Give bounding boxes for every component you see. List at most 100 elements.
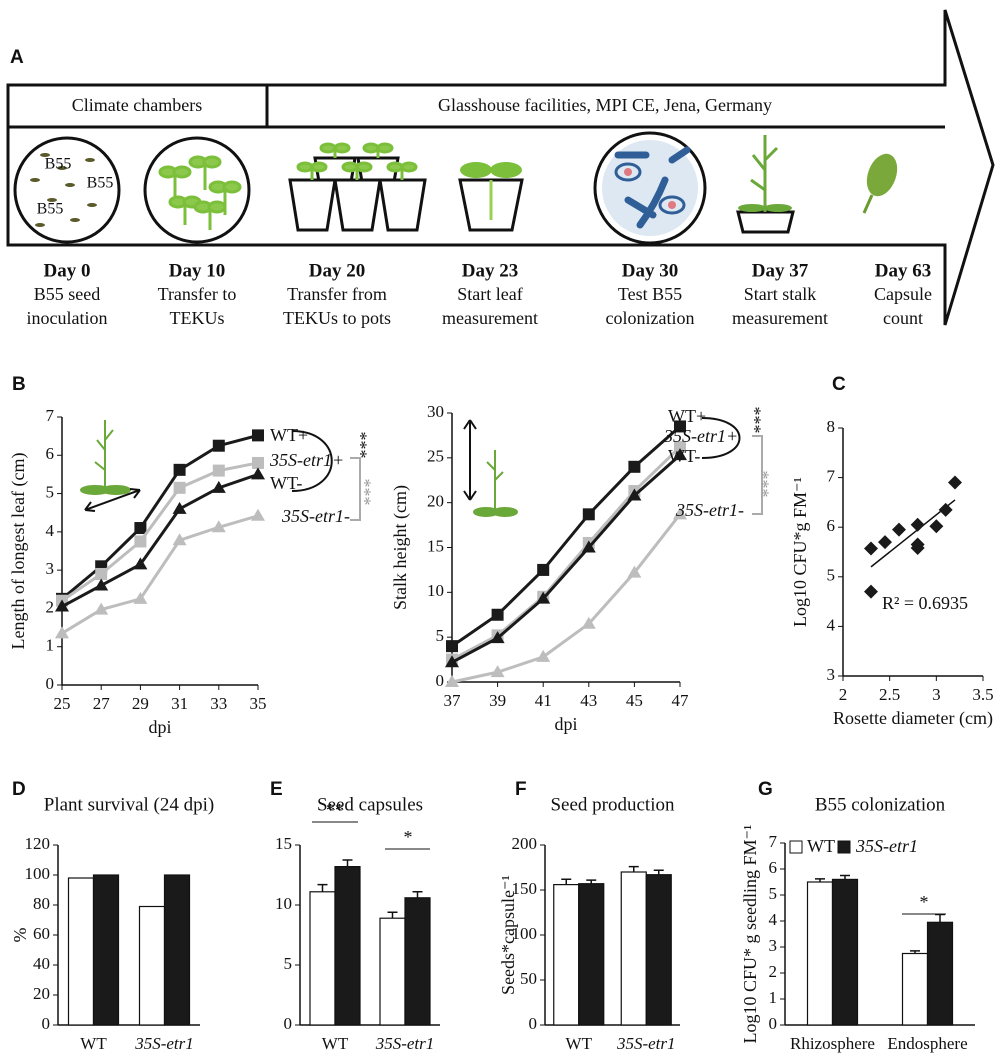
y-tick-label: 5	[284, 954, 293, 973]
y-tick-label: 1	[769, 988, 778, 1007]
step-day: Day 10	[169, 260, 225, 281]
y-tick-label: 6	[827, 516, 836, 535]
marker	[134, 522, 147, 535]
bar	[645, 874, 672, 1026]
y-tick-label: 5	[827, 566, 836, 585]
step-text: B55 seed	[34, 284, 101, 304]
y-tick-label: 8	[827, 417, 836, 436]
y-tick-label: 20	[33, 984, 50, 1003]
x-tick-label: 33	[210, 694, 227, 713]
x-axis-label: Rosette diameter (cm)	[833, 708, 993, 729]
x-tick-label: 47	[672, 691, 690, 710]
marker	[212, 439, 225, 452]
marker	[491, 608, 504, 621]
y-tick-label: 15	[275, 834, 292, 853]
y-tick-label: 5	[436, 626, 445, 645]
point	[929, 519, 944, 534]
y-tick-label: 150	[512, 879, 538, 898]
y-tick-label: 7	[827, 467, 836, 486]
marker	[94, 578, 109, 591]
step-text: colonization	[606, 308, 695, 328]
x-tick-label: 35S-etr1	[616, 1034, 676, 1053]
marker	[674, 420, 686, 433]
panel-letter: G	[758, 779, 773, 800]
seed-label: B55	[87, 175, 114, 192]
bar	[901, 952, 929, 1026]
y-tick-label: 0	[529, 1014, 538, 1033]
x-tick-label: 39	[489, 691, 506, 710]
marker	[445, 675, 459, 687]
y-tick-label: 25	[427, 447, 444, 466]
step-day: Day 23	[462, 260, 518, 281]
annotation: ***	[356, 432, 376, 459]
seed-label: B55	[37, 201, 64, 218]
marker	[55, 599, 69, 612]
marker	[536, 649, 551, 662]
y-tick-label: 200	[512, 834, 538, 853]
x-tick-label: 2.5	[879, 685, 900, 704]
y-tick-label: 4	[827, 615, 836, 634]
x-tick-label: 37	[444, 691, 462, 710]
sig-bracket	[291, 430, 333, 492]
y-tick-label: 3	[46, 559, 55, 578]
y-tick-label: 60	[33, 924, 50, 943]
step-text: inoculation	[27, 308, 108, 328]
marker	[94, 602, 109, 615]
x-tick-label: 35S-etr1	[134, 1034, 194, 1053]
y-tick-label: 6	[769, 858, 778, 877]
series-label: WT+	[270, 425, 308, 445]
marker	[172, 533, 187, 546]
y-tick-label: 7	[46, 406, 55, 425]
bar	[309, 891, 336, 1026]
timeline-arrow	[6, 9, 995, 326]
y-axis-label: Stalk height (cm)	[390, 485, 411, 610]
petri-dish-seedlings	[143, 136, 251, 244]
y-tick-label: 0	[436, 671, 445, 690]
error-bar	[815, 878, 825, 882]
chart-title: B55 colonization	[815, 794, 946, 815]
x-tick-label: 35S-etr1	[375, 1034, 435, 1053]
panel-letter: F	[515, 779, 527, 800]
series-label: 35S-etr1+	[269, 450, 344, 470]
sig-bracket	[350, 457, 361, 521]
annotation: **	[326, 800, 344, 820]
x-tick-label: WT	[566, 1034, 593, 1053]
sig-bracket	[752, 435, 763, 515]
bar	[831, 878, 859, 1026]
step-day: Day 0	[44, 260, 91, 281]
series-line	[61, 514, 259, 635]
point	[892, 522, 906, 537]
y-axis-label: Seeds*capsule⁻¹	[498, 875, 518, 995]
series-label: WT+	[668, 406, 706, 426]
y-tick-label: 3	[827, 665, 836, 684]
marker	[627, 565, 642, 578]
x-axis-label: dpi	[148, 717, 171, 737]
sig-bracket	[701, 417, 741, 459]
x-tick-label: 43	[580, 691, 597, 710]
bar	[926, 921, 954, 1026]
y-tick-label: 10	[275, 894, 292, 913]
series-line	[451, 513, 682, 684]
bar	[620, 871, 647, 1026]
legend-label: WT	[807, 836, 835, 856]
point	[910, 517, 925, 532]
y-tick-label: 0	[46, 674, 55, 693]
step-text: Capsule	[874, 284, 932, 304]
x-tick-label: 27	[93, 694, 111, 713]
x-tick-label: WT	[322, 1034, 349, 1053]
y-tick-label: 3	[769, 936, 778, 955]
stalk-pot-icon	[736, 135, 795, 234]
point	[878, 535, 892, 550]
series-label: WT-	[668, 446, 700, 466]
marker	[674, 441, 686, 454]
point	[864, 584, 878, 599]
y-tick-label: 100	[25, 864, 51, 883]
y-axis-label: Log10 CFU* g seedling FM⁻¹	[740, 825, 760, 1044]
step-text: count	[883, 308, 923, 328]
annotation: *	[404, 827, 413, 847]
y-tick-label: 0	[42, 1014, 51, 1033]
y-tick-label: 6	[46, 444, 55, 463]
legend-swatch	[789, 840, 803, 854]
y-tick-label: 5	[769, 884, 778, 903]
step-text: measurement	[442, 308, 538, 328]
